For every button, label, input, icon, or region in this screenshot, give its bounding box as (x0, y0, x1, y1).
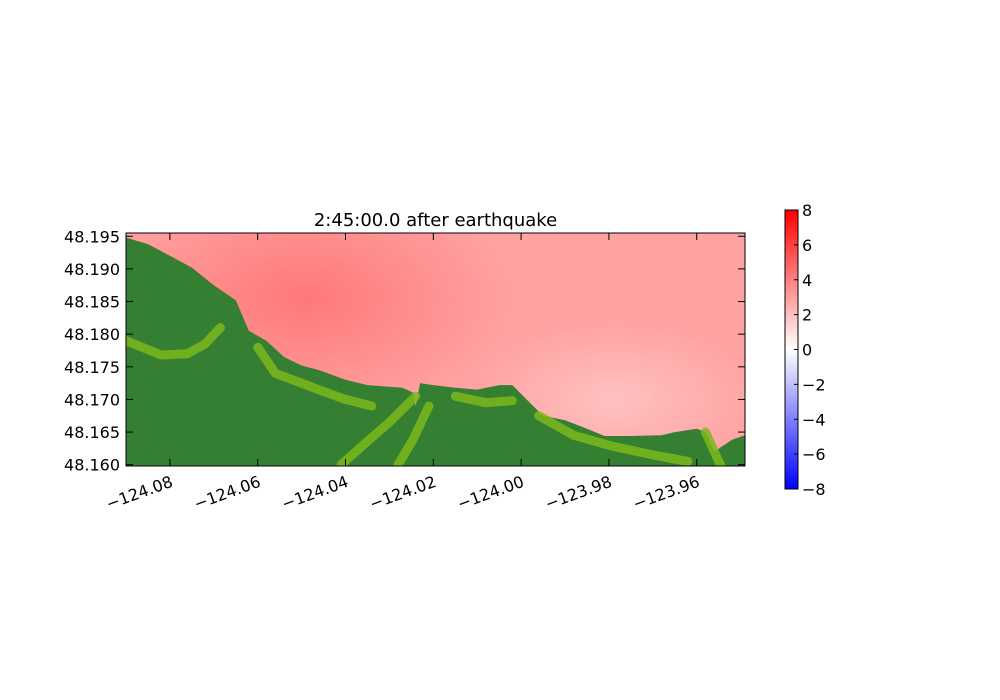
colorbar-ticks: 8 6 4 2 0 −2 −4 −6 −8 (794, 201, 826, 499)
y-tick-label: 48.160 (64, 456, 120, 475)
river-channel (336, 391, 421, 466)
y-tick-label: 48.185 (64, 293, 120, 312)
plot-area (126, 233, 745, 466)
x-tick-label: −124.02 (367, 472, 439, 514)
y-axis: 48.195 48.190 48.185 48.180 48.175 48.170 48.1… (64, 227, 745, 475)
x-tick-label: −124.00 (455, 472, 527, 514)
x-tick-label: −124.06 (191, 472, 263, 514)
chart-title: 2:45:00.0 after earthquake (314, 210, 557, 231)
y-tick-label: 48.165 (64, 423, 120, 442)
plot-frame (125, 232, 746, 467)
colorbar-tick-label: 8 (802, 201, 812, 220)
y-tick-label: 48.195 (64, 227, 120, 246)
y-tick-label: 48.170 (64, 390, 120, 409)
y-tick-label: 48.180 (64, 325, 120, 344)
colorbar-tick-label: 2 (802, 306, 812, 325)
y-tick-label: 48.190 (64, 260, 120, 279)
colorbar-tick-label: 0 (802, 341, 812, 360)
colorbar-tick-label: −2 (802, 375, 826, 394)
y-tick-label: 48.175 (64, 358, 120, 377)
river-channel (393, 401, 434, 466)
colorbar-tick-label: −4 (802, 410, 826, 429)
x-tick-label: −124.04 (279, 472, 351, 514)
x-tick-label: −124.08 (104, 472, 176, 514)
river-channel (534, 411, 693, 466)
colorbar-tick-label: −8 (802, 480, 826, 499)
river-channel (253, 342, 377, 411)
colorbar-tick-label: −6 (802, 445, 826, 464)
colorbar: 8 6 4 2 0 −2 −4 −6 −8 (784, 201, 826, 499)
x-tick-label: −123.96 (630, 472, 702, 514)
colorbar-tick-label: 4 (802, 271, 812, 290)
river-channel (450, 391, 517, 408)
x-tick-label: −123.98 (543, 472, 615, 514)
rivers (126, 323, 726, 466)
river-channel (701, 427, 726, 466)
river-channel (126, 323, 225, 360)
colorbar-tick-label: 6 (802, 236, 812, 255)
land (126, 237, 745, 466)
